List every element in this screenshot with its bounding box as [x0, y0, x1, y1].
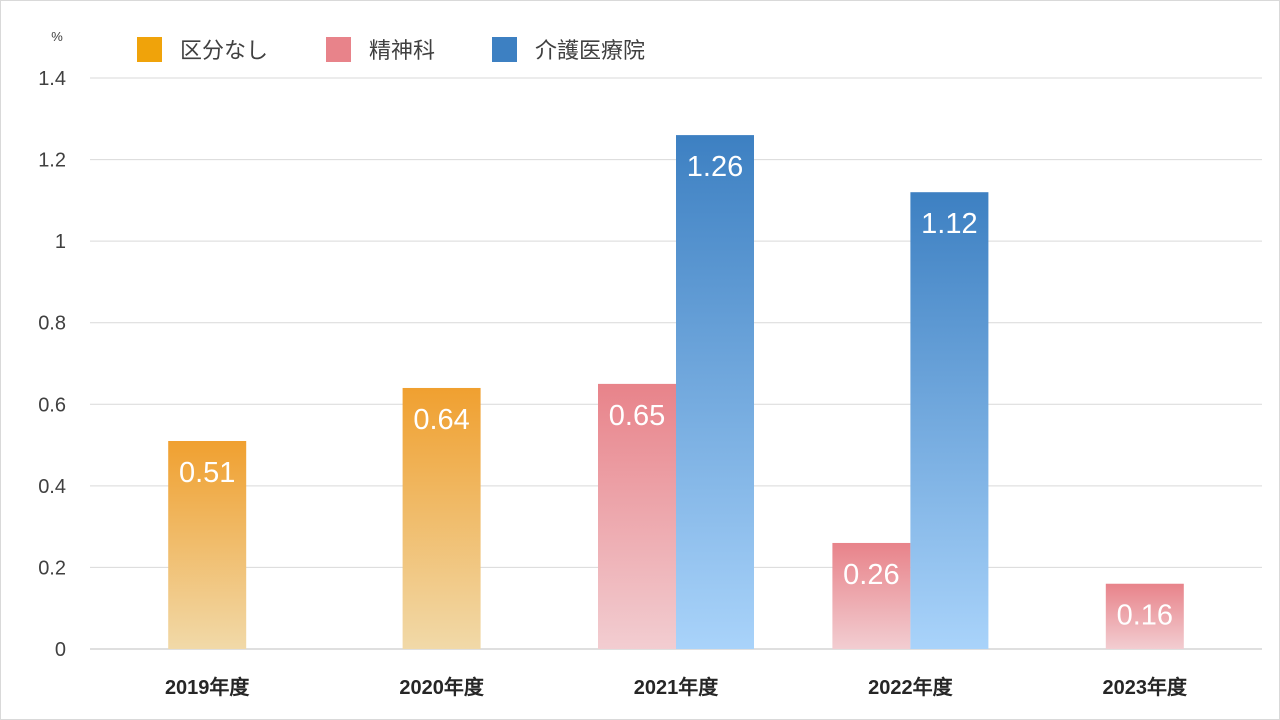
- y-tick-label: 0.2: [38, 557, 66, 579]
- x-tick-label: 2019年度: [165, 675, 250, 699]
- y-tick-label: 1.4: [38, 68, 66, 90]
- bar: [910, 192, 989, 649]
- y-tick-label: 0.6: [38, 394, 66, 416]
- x-tick-label: 2022年度: [868, 675, 953, 699]
- bar: [168, 440, 247, 649]
- legend-label: 精神科: [369, 38, 435, 63]
- y-tick-label: 0.4: [38, 476, 66, 498]
- bar: [402, 387, 481, 649]
- x-tick-label: 2023年度: [1103, 675, 1188, 699]
- bar: [832, 542, 911, 649]
- y-tick-label: 1.2: [38, 150, 66, 172]
- x-tick-label: 2021年度: [634, 675, 719, 699]
- data-label: 0.64: [413, 404, 469, 436]
- x-tick-label: 2020年度: [399, 675, 484, 699]
- legend-swatch: [326, 37, 351, 62]
- legend-swatch: [492, 37, 517, 62]
- data-label: 0.51: [179, 457, 235, 489]
- y-tick-label: 0.8: [38, 313, 66, 335]
- y-unit-label: %: [51, 29, 63, 44]
- data-label: 0.26: [843, 559, 899, 591]
- bar: [676, 135, 754, 650]
- data-label: 1.12: [921, 208, 977, 240]
- y-tick-label: 1: [55, 231, 66, 253]
- data-label: 0.16: [1117, 600, 1173, 632]
- legend-swatch: [137, 37, 162, 62]
- data-label: 1.26: [687, 151, 743, 183]
- data-label: 0.65: [609, 400, 665, 432]
- legend-label: 区分なし: [180, 38, 268, 63]
- bar: [598, 383, 676, 649]
- y-tick-label: 0: [55, 639, 66, 661]
- legend-label: 介護医療院: [535, 38, 645, 63]
- bar: [1105, 583, 1184, 649]
